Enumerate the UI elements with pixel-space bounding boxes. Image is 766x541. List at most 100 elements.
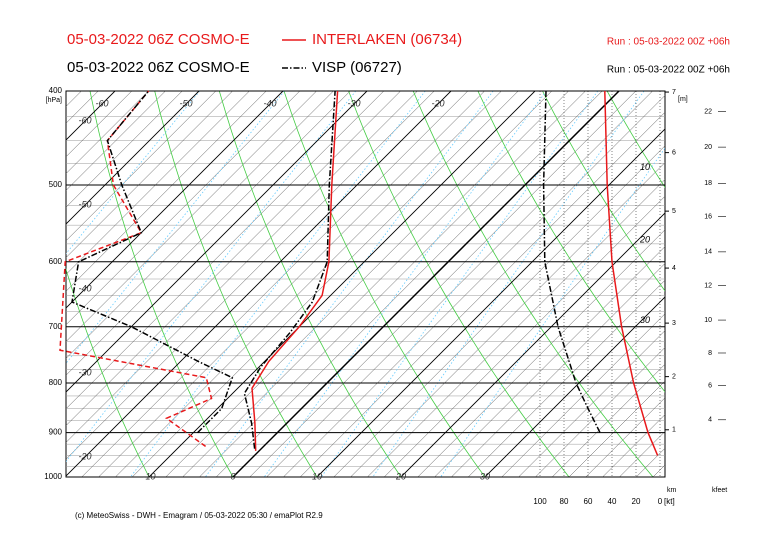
t-tick-label: -60 xyxy=(95,98,108,108)
kfeet-tick-label: 4 xyxy=(708,417,712,424)
annotation: 30 xyxy=(640,315,650,325)
kfeet-tick-label: 18 xyxy=(704,180,712,187)
kfeet-tick-label: 6 xyxy=(708,382,712,389)
isotherm xyxy=(0,91,31,477)
isotherm xyxy=(66,91,166,191)
isotherm xyxy=(216,91,603,477)
y-tick-label: 500 xyxy=(49,180,63,189)
t-tick-label: -20 xyxy=(78,451,91,461)
background-grid xyxy=(0,91,766,477)
t-tick-label: 20 xyxy=(395,471,406,481)
wind-tick-label: 0 xyxy=(658,497,663,506)
isotherm xyxy=(266,91,653,477)
isotherm xyxy=(249,91,636,477)
title-model: 05-03-2022 06Z COSMO-E xyxy=(67,59,250,76)
isotherm-grid xyxy=(66,91,368,393)
isotherm xyxy=(66,91,418,443)
km-tick-label: 3 xyxy=(672,320,676,327)
wind-tick-label: 40 xyxy=(608,497,617,506)
t-tick-label: 0 xyxy=(230,471,235,481)
wind-tick-label: 80 xyxy=(560,497,569,506)
isotherm xyxy=(66,91,216,242)
isotherm-grid xyxy=(148,91,536,477)
isotherm xyxy=(501,313,665,477)
dewpoint-line xyxy=(59,90,213,448)
isotherm xyxy=(115,91,502,477)
isotherm xyxy=(384,195,665,477)
isotherm xyxy=(670,91,766,477)
wind-speed-line xyxy=(542,90,601,433)
t-tick-label: -30 xyxy=(78,367,91,377)
t-tick-label: -50 xyxy=(179,98,192,108)
isotherm xyxy=(552,363,665,477)
kfeet-tick-label: 20 xyxy=(704,144,712,151)
km-tick-label: 6 xyxy=(672,149,676,156)
isotherm xyxy=(687,91,766,477)
isotherm xyxy=(66,91,435,460)
run-label: Run : 05-03-2022 00Z +06h xyxy=(607,65,730,76)
km-tick-label: 5 xyxy=(672,208,676,215)
km-tick-label: 7 xyxy=(672,89,676,96)
kfeet-label: kfeet xyxy=(712,487,727,494)
isotherm xyxy=(66,91,334,359)
km-tick-label: 4 xyxy=(672,265,676,272)
isotherm xyxy=(568,380,665,477)
isotherm xyxy=(0,91,48,477)
dry-adiabat xyxy=(672,91,766,477)
isotherm xyxy=(66,91,351,376)
km-tick-label: 1 xyxy=(672,427,676,434)
isotherm xyxy=(165,91,552,477)
legend-name: INTERLAKEN (06734) xyxy=(312,31,462,48)
kfeet-tick-label: 12 xyxy=(704,283,712,290)
isotherm xyxy=(66,91,183,208)
t-tick-label: 30 xyxy=(480,471,490,481)
y-tick-label: 400 xyxy=(49,86,63,95)
t-tick-label: 10 xyxy=(312,471,322,481)
run-label: Run : 05-03-2022 00Z +06h xyxy=(607,37,730,48)
isotherm-grid xyxy=(66,91,200,225)
y-tick-label: 900 xyxy=(49,428,63,437)
isotherm xyxy=(585,397,665,477)
isotherm xyxy=(199,91,586,477)
isotherm xyxy=(283,95,665,477)
annotation: 10 xyxy=(640,162,650,172)
y-tick-label: 700 xyxy=(49,322,63,331)
isotherm xyxy=(333,145,665,477)
isotherm xyxy=(66,91,132,158)
wind-tick-label: 100 xyxy=(533,497,547,506)
isotherm xyxy=(132,91,519,477)
isotherm xyxy=(182,91,569,477)
isotherm xyxy=(66,91,317,342)
isotherm-grid xyxy=(484,296,665,477)
isotherm xyxy=(0,91,14,477)
legend-name: VISP (06727) xyxy=(312,59,402,76)
t-tick-label: -40 xyxy=(78,283,91,293)
temperature-line xyxy=(243,90,336,449)
isotherm xyxy=(367,179,665,477)
temperature-line xyxy=(251,90,339,451)
isotherm-grid xyxy=(232,91,620,477)
wind-unit: [kt] xyxy=(664,497,675,506)
kfeet-tick-label: 10 xyxy=(704,317,712,324)
t-tick-label: -50 xyxy=(78,199,91,209)
y-tick-label: 800 xyxy=(49,378,63,387)
dry-adiabat xyxy=(736,91,766,477)
isotherm xyxy=(535,347,665,477)
isotherm xyxy=(417,229,665,477)
foreground: 100 80 60 40 20 0 [kt]-60-60-50-50-40-40-30-30… xyxy=(44,31,730,506)
wind-tick-label: 60 xyxy=(584,497,593,506)
t-tick-label: -30 xyxy=(347,98,360,108)
t-tick-label: -40 xyxy=(263,98,276,108)
y-tick-label: 600 xyxy=(49,257,63,266)
km-unit: [m] xyxy=(678,96,688,103)
t-tick-label: -10 xyxy=(142,471,155,481)
isotherm xyxy=(703,91,766,477)
isotherm-grid xyxy=(66,91,452,477)
isotherm xyxy=(66,91,267,292)
km-tick-label: 2 xyxy=(672,373,676,380)
title-model: 05-03-2022 06Z COSMO-E xyxy=(67,31,250,48)
isotherm xyxy=(66,91,233,258)
wind-tick-label: 20 xyxy=(632,497,641,506)
annotation: 20 xyxy=(639,235,650,245)
